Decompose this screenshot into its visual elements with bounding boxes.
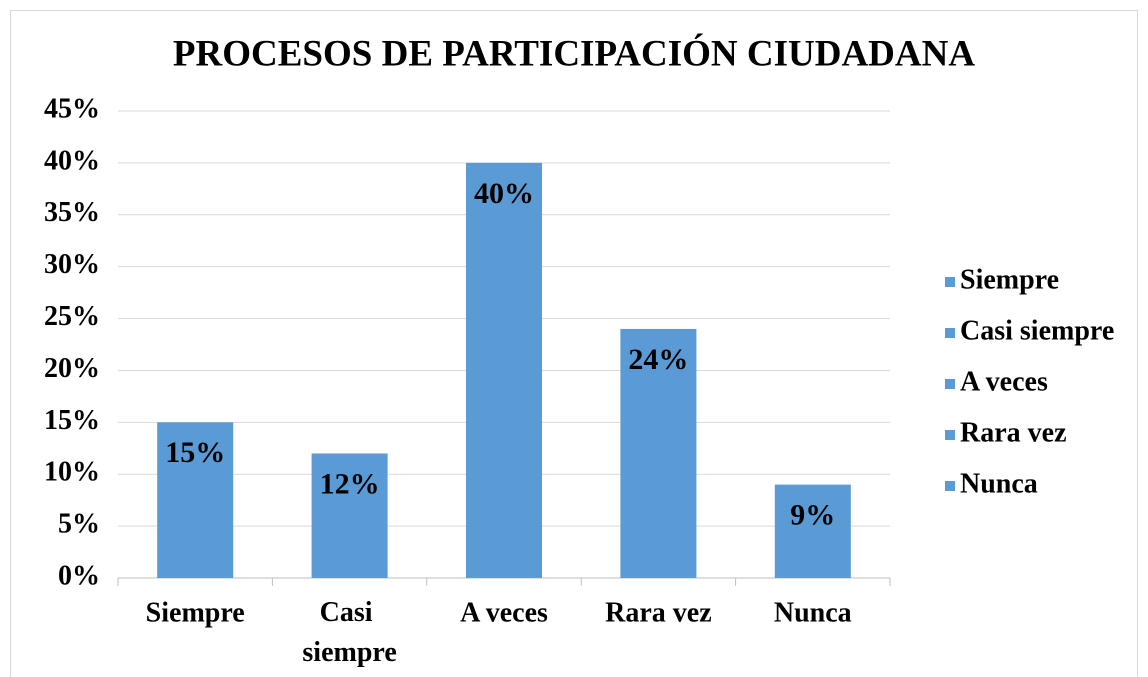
bar (466, 162, 542, 578)
data-label: 40% (474, 177, 534, 210)
legend-label: Siempre (960, 264, 1059, 295)
bar (774, 484, 851, 578)
bar (157, 422, 234, 578)
y-tick-label: 45% (44, 93, 100, 124)
x-tick-label: Nunca (774, 597, 852, 628)
legend-swatch (945, 379, 955, 389)
legend-label: Casi siempre (960, 315, 1114, 346)
data-label: 9% (790, 498, 835, 531)
x-tick-label: Rara vez (605, 597, 712, 628)
bar (311, 453, 388, 578)
x-tick-label: Siempre (146, 597, 245, 628)
y-tick-label: 15% (44, 405, 100, 436)
y-tick-label: 20% (44, 353, 100, 384)
y-tick-label: 0% (58, 560, 100, 591)
x-tick-label: A veces (460, 597, 548, 628)
bar (620, 328, 697, 578)
data-label: 15% (165, 436, 225, 469)
y-tick-label: 30% (44, 249, 100, 280)
legend-swatch (945, 328, 955, 338)
legend-swatch (945, 277, 955, 287)
legend-swatch (945, 481, 955, 491)
y-tick-label: 5% (58, 509, 100, 540)
data-label: 12% (320, 467, 380, 500)
legend-label: Rara vez (960, 417, 1067, 448)
legend-swatch (945, 430, 955, 440)
y-tick-label: 25% (44, 301, 100, 332)
chart-title: PROCESOS DE PARTICIPACIÓN CIUDADANA (173, 32, 975, 74)
legend-label: Nunca (960, 468, 1038, 499)
legend-label: A veces (960, 366, 1048, 397)
y-tick-label: 40% (44, 145, 100, 176)
y-tick-label: 35% (44, 197, 100, 228)
data-label: 24% (628, 343, 688, 376)
y-tick-label: 10% (44, 457, 100, 488)
x-tick-label: Casi siempre (302, 597, 396, 668)
